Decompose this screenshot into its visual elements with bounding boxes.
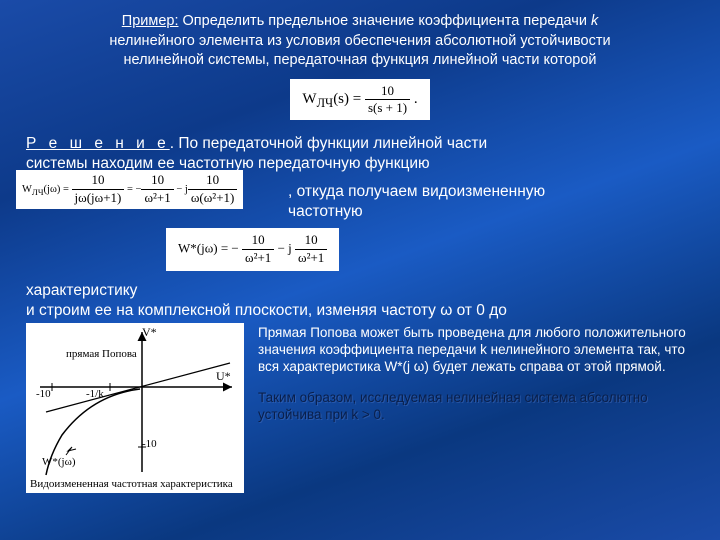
g-m10b: -10 bbox=[142, 437, 157, 451]
solution-block: Р е ш е н и е. По передаточной функции л… bbox=[26, 134, 694, 494]
f3-lhs: W*(jω) = − bbox=[178, 241, 239, 256]
f3-1d: ω²+1 bbox=[242, 250, 274, 267]
f2-2d: ω²+1 bbox=[141, 190, 173, 207]
title-lead: Пример: bbox=[122, 13, 179, 29]
sol-l1: . По передаточной функции линейной части bbox=[170, 135, 487, 152]
formula-3: W*(jω) = − 10ω²+1 − j 10ω²+1 bbox=[166, 228, 339, 271]
sol-l3: , откуда получаем видоизмененную bbox=[288, 183, 545, 200]
f2-3d: ω(ω²+1) bbox=[188, 190, 238, 207]
f3-mid: − j bbox=[278, 241, 292, 256]
f1-num: 10 bbox=[365, 83, 410, 100]
title-l3: нелинейной системы, передаточная функция… bbox=[123, 52, 596, 68]
f3-1n: 10 bbox=[242, 232, 274, 250]
formula-2: WЛЧ(jω) = 10jω(jω+1) = −10ω²+1 − j10ω(ω²… bbox=[16, 170, 243, 209]
f2-1n: 10 bbox=[72, 172, 125, 190]
f1-arg: (s) = bbox=[333, 91, 361, 107]
f3-2d: ω²+1 bbox=[295, 250, 327, 267]
f2-lhs: W bbox=[22, 184, 32, 195]
f2-2n: 10 bbox=[141, 172, 173, 190]
sol-l5: характеристику bbox=[26, 282, 137, 299]
g-vlabel: V* bbox=[142, 325, 157, 341]
f3-2n: 10 bbox=[295, 232, 327, 250]
f2-sub: ЛЧ bbox=[32, 187, 44, 197]
g-m1k: -1/k bbox=[86, 387, 104, 401]
title-block: Пример: Определить предельное значение к… bbox=[20, 12, 700, 71]
right-p2: Таким образом, исследуемая нелинейная си… bbox=[258, 390, 694, 424]
g-wjw: W*(jω) bbox=[42, 455, 76, 469]
g-m10a: -10 bbox=[36, 387, 51, 401]
f1-sub: ЛЧ bbox=[317, 96, 334, 110]
f2-3n: 10 bbox=[188, 172, 238, 190]
solution-lead: Р е ш е н и е bbox=[26, 135, 170, 152]
sol-l4: частотную bbox=[288, 203, 363, 220]
f1-dot: . bbox=[414, 91, 418, 107]
right-p1: Прямая Попова может быть проведена для л… bbox=[258, 325, 694, 376]
g-ulabel: U* bbox=[216, 369, 231, 385]
title-t1: Определить предельное значение коэффицие… bbox=[178, 13, 591, 29]
f2-arg: (jω) = bbox=[44, 184, 69, 195]
formula-1-wrap: WЛЧ(s) = 10s(s + 1) . bbox=[20, 79, 700, 120]
f2-1d: jω(jω+1) bbox=[72, 190, 125, 207]
f1-lhs: W bbox=[302, 91, 316, 107]
formula-1: WЛЧ(s) = 10s(s + 1) . bbox=[290, 79, 429, 120]
title-k: k bbox=[591, 13, 598, 29]
f1-den: s(s + 1) bbox=[365, 100, 410, 116]
g-popov: прямая Попова bbox=[66, 347, 137, 361]
right-text: Прямая Попова может быть проведена для л… bbox=[258, 323, 694, 493]
graph-caption: Видоизмененная частотная характеристика bbox=[30, 477, 233, 491]
graph-box: V* U* прямая Попова -10 -1/k -10 W*(jω) … bbox=[26, 323, 244, 493]
title-l2: нелинейного элемента из условия обеспече… bbox=[109, 33, 610, 49]
sol-l6: и строим ее на комплексной плоскости, из… bbox=[26, 302, 507, 319]
